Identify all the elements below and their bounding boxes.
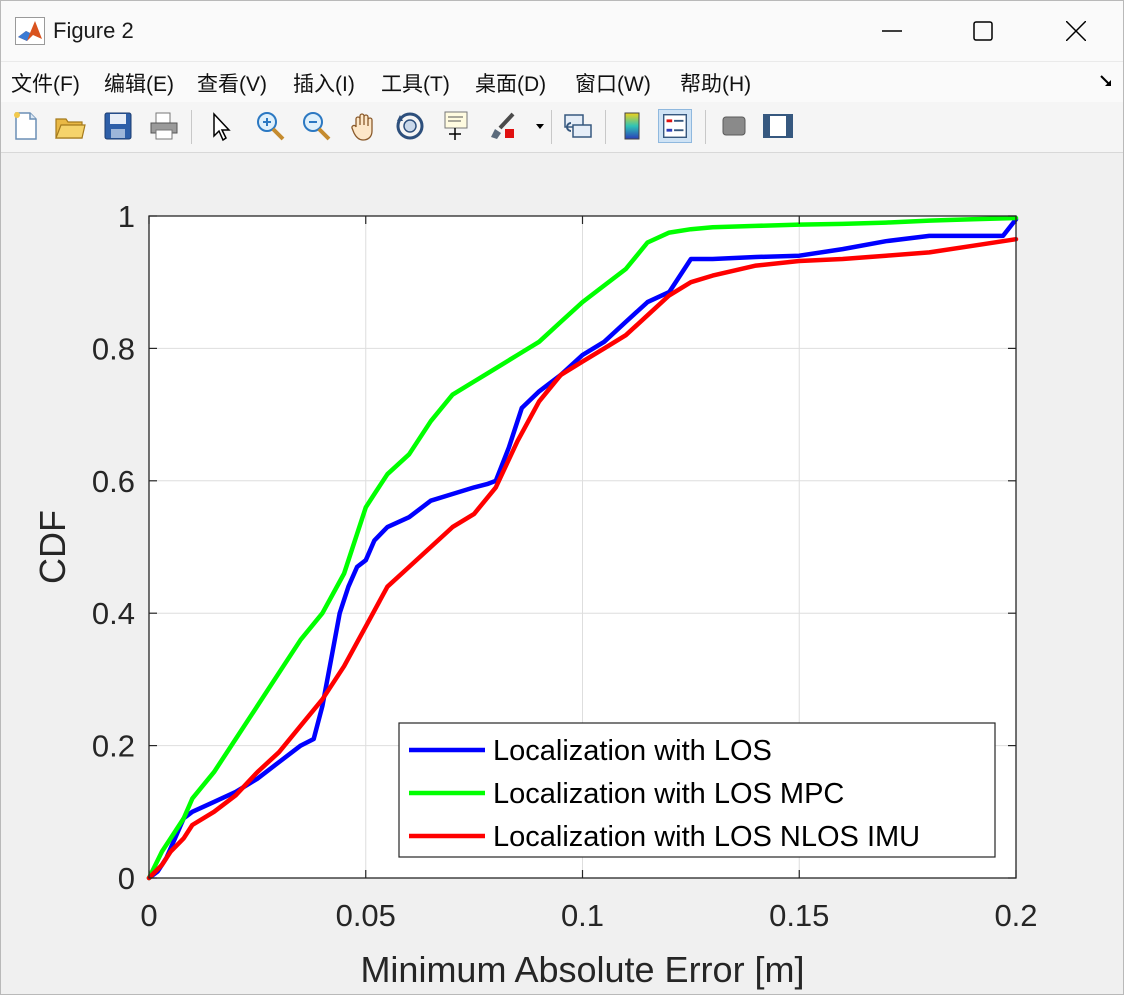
rotate-3d-icon: [396, 112, 424, 140]
y-tick-label: 1: [118, 199, 135, 234]
print-icon: [150, 112, 178, 140]
x-tick-label: 0.15: [769, 898, 829, 933]
menu-file[interactable]: 文件(F): [11, 73, 80, 96]
brush-button[interactable]: [487, 109, 544, 143]
show-plot-tools-button[interactable]: [761, 109, 795, 143]
menu-window[interactable]: 窗口(W): [575, 73, 651, 96]
x-tick-label: 0.2: [994, 898, 1037, 933]
title-bar: Figure 2: [1, 1, 1123, 61]
y-tick-label: 0.8: [92, 331, 135, 366]
zoom-out-icon: [303, 112, 331, 141]
minimize-icon: [882, 30, 902, 32]
dock-arrow-icon[interactable]: [1099, 74, 1113, 88]
toolbar-separator: [605, 110, 606, 144]
series-lines: [146, 215, 1019, 881]
colorbar-button[interactable]: [615, 109, 649, 143]
maximize-button[interactable]: [960, 11, 1006, 51]
menu-help[interactable]: 帮助(H): [680, 73, 752, 96]
figure-canvas: 0 0.05 0.1 0.15 0.2 0 0.2 0.4 0.6 0.8 1 Minimum Ab…: [1, 153, 1123, 994]
minimize-button[interactable]: [869, 11, 915, 51]
menu-desktop[interactable]: 桌面(D): [475, 73, 547, 96]
colorbar-icon: [624, 112, 640, 140]
hide-plot-tools-icon: [722, 116, 746, 136]
series-line-2: [146, 215, 1019, 881]
y-axis-label: CDF: [32, 510, 73, 584]
zoom-out-button[interactable]: [299, 109, 333, 143]
show-plot-tools-icon: [763, 114, 793, 138]
x-axis-label: Minimum Absolute Error [m]: [360, 949, 804, 990]
zoom-in-button[interactable]: [253, 109, 287, 143]
save-icon: [104, 112, 132, 140]
select-arrow-icon: [213, 112, 231, 142]
close-button[interactable]: [1053, 11, 1099, 51]
cdf-chart[interactable]: 0 0.05 0.1 0.15 0.2 0 0.2 0.4 0.6 0.8 1 Minimum Ab…: [1, 153, 1123, 994]
legend[interactable]: Localization with LOS Localization with L…: [398, 722, 996, 858]
toolbar-separator: [191, 110, 192, 144]
legend-label-1: Localization with LOS: [493, 735, 772, 767]
x-tick-label: 0.1: [561, 898, 604, 933]
menu-edit[interactable]: 编辑(E): [104, 73, 174, 96]
menu-tools[interactable]: 工具(T): [381, 73, 450, 96]
data-cursor-icon: [444, 111, 468, 140]
y-tick-label: 0: [118, 861, 135, 896]
print-button[interactable]: [147, 109, 181, 143]
window-title: Figure 2: [53, 18, 134, 43]
rotate-3d-button[interactable]: [393, 109, 427, 143]
legend-label-2: Localization with LOS MPC: [493, 778, 844, 810]
y-tick-label: 0.2: [92, 729, 135, 764]
menu-insert[interactable]: 插入(I): [293, 73, 355, 96]
legend-label-3: Localization with LOS NLOS IMU: [493, 821, 920, 853]
link-plot-button[interactable]: [561, 109, 595, 143]
new-figure-icon: [14, 112, 37, 140]
x-tick-label: 0: [140, 898, 157, 933]
toolbar: [1, 102, 1123, 153]
save-button[interactable]: [101, 109, 135, 143]
legend-button[interactable]: [658, 109, 692, 143]
new-figure-button[interactable]: [9, 109, 43, 143]
matlab-logo-icon: [15, 17, 45, 45]
toolbar-separator: [705, 110, 706, 144]
pan-hand-icon: [351, 113, 373, 141]
maximize-icon: [973, 21, 993, 41]
series-line-3: [146, 236, 1019, 881]
y-tick-label: 0.4: [92, 596, 135, 631]
pan-button[interactable]: [347, 109, 381, 143]
hide-plot-tools-button[interactable]: [717, 109, 751, 143]
menu-view[interactable]: 查看(V): [197, 73, 267, 96]
open-file-button[interactable]: [53, 109, 87, 143]
close-icon: [1066, 21, 1086, 41]
select-arrow-button[interactable]: [203, 109, 237, 143]
open-file-icon: [55, 118, 86, 139]
x-tick-label: 0.05: [336, 898, 396, 933]
toolbar-separator: [551, 110, 552, 144]
brush-icon: [491, 112, 515, 139]
data-cursor-button[interactable]: [439, 109, 473, 143]
link-plot-icon: [564, 114, 592, 138]
dropdown-arrow-icon[interactable]: [536, 109, 544, 143]
legend-icon: [663, 114, 687, 138]
ticks: 0 0.05 0.1 0.15 0.2 0 0.2 0.4 0.6 0.8 1: [92, 199, 1038, 933]
menu-bar: 文件(F) 编辑(E) 查看(V) 插入(I) 工具(T) 桌面(D) 窗口(W…: [1, 61, 1123, 102]
zoom-in-icon: [257, 112, 285, 141]
legend-box: [398, 722, 996, 858]
y-tick-label: 0.6: [92, 464, 135, 499]
